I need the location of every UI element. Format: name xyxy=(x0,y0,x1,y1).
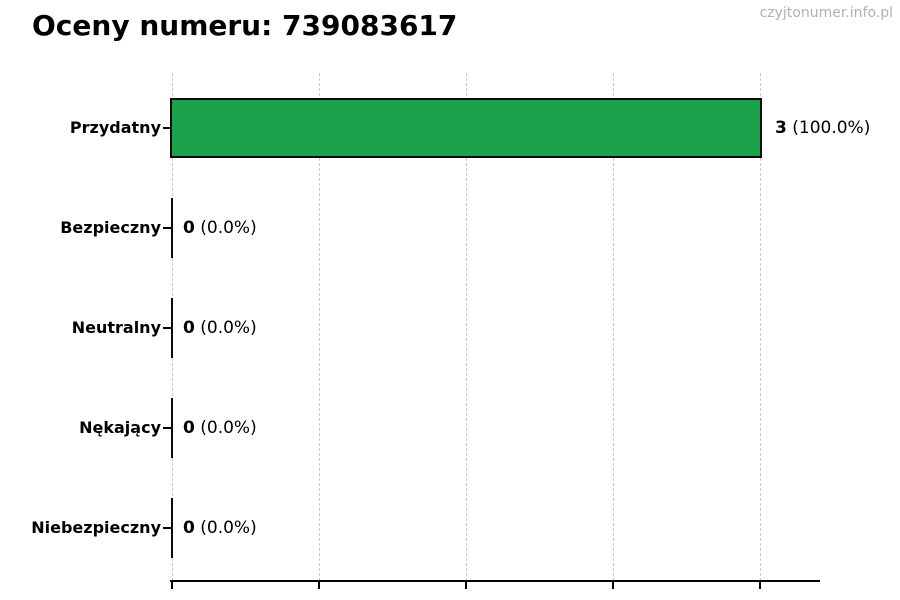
value-percent: (0.0%) xyxy=(194,318,257,338)
x-axis-tick xyxy=(171,582,173,589)
x-axis-tick xyxy=(465,582,467,589)
value-count: 0 xyxy=(183,318,195,338)
x-axis-tick xyxy=(759,582,761,589)
category-label: Niebezpieczny xyxy=(31,518,161,537)
x-axis-line xyxy=(170,580,820,582)
y-axis-tick xyxy=(163,227,171,229)
gridline-vertical xyxy=(613,73,614,581)
x-axis-tick xyxy=(318,582,320,589)
value-count: 0 xyxy=(183,418,195,438)
value-count: 0 xyxy=(183,218,195,238)
bar xyxy=(171,198,173,258)
category-label: Nękający xyxy=(79,418,161,437)
value-percent: (0.0%) xyxy=(194,418,257,438)
value-label: 0 (0.0%) xyxy=(183,517,257,539)
value-label: 0 (0.0%) xyxy=(183,217,257,239)
value-percent: (0.0%) xyxy=(194,518,257,538)
gridline-vertical xyxy=(760,73,761,581)
value-count: 0 xyxy=(183,518,195,538)
value-label: 0 (0.0%) xyxy=(183,317,257,339)
bar xyxy=(171,298,173,358)
gridline-vertical xyxy=(319,73,320,581)
bar xyxy=(171,498,173,558)
category-label: Neutralny xyxy=(71,318,161,337)
y-axis-tick xyxy=(163,427,171,429)
bar xyxy=(170,98,762,158)
y-axis-tick xyxy=(163,527,171,529)
bar xyxy=(171,398,173,458)
category-label: Przydatny xyxy=(69,118,161,137)
y-axis-tick xyxy=(163,327,171,329)
value-label: 3 (100.0%) xyxy=(775,117,870,139)
value-percent: (0.0%) xyxy=(194,218,257,238)
value-label: 0 (0.0%) xyxy=(183,417,257,439)
value-count: 3 xyxy=(775,118,787,138)
value-percent: (100.0%) xyxy=(786,118,871,138)
y-axis-tick xyxy=(163,127,171,129)
page-title: Oceny numeru: 739083617 xyxy=(32,9,458,42)
x-axis-tick xyxy=(612,582,614,589)
watermark: czyjtonumer.info.pl xyxy=(759,5,893,21)
gridline-vertical xyxy=(466,73,467,581)
category-label: Bezpieczny xyxy=(60,218,161,237)
